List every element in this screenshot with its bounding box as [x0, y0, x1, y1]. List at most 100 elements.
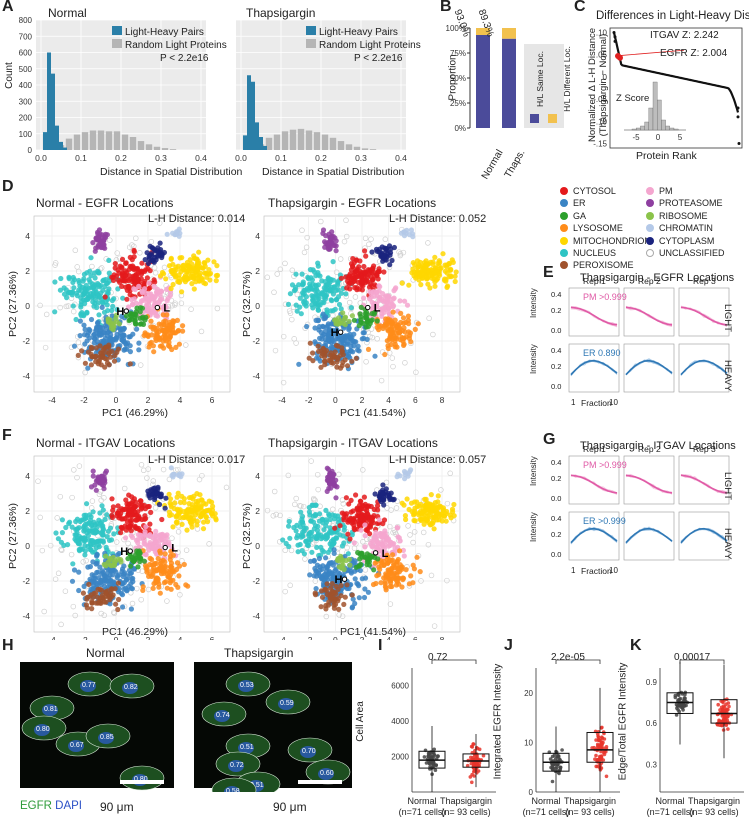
- box-point: [558, 758, 562, 762]
- point-cytosol: [115, 267, 121, 273]
- point-pm: [162, 533, 168, 539]
- x-tick-label: 8: [440, 395, 445, 405]
- panel-c-title: Differences in Light-Heavy Distance: [596, 10, 749, 22]
- point-pm: [164, 298, 170, 304]
- point-ga: [375, 556, 381, 562]
- point-cytosol: [143, 267, 149, 273]
- x-tick-label: 6: [210, 395, 215, 405]
- point-lysosome: [378, 580, 384, 586]
- point-unclassified: [41, 608, 47, 615]
- box-point: [554, 766, 558, 771]
- point-unclassified: [70, 603, 77, 610]
- point-mitochondrion: [403, 516, 409, 523]
- point-er: [117, 327, 124, 333]
- point-cytosol: [332, 525, 338, 531]
- bar-random: [113, 131, 121, 150]
- point-nucleus: [286, 523, 292, 529]
- point-mitochondrion: [412, 505, 418, 511]
- point-lysosome: [181, 561, 187, 568]
- point-mitochondrion: [452, 278, 458, 285]
- point-lysosome: [146, 344, 152, 350]
- point-lysosome: [150, 585, 156, 591]
- box-point: [604, 745, 609, 749]
- box-point: [432, 747, 436, 752]
- point-pm: [146, 547, 152, 553]
- point-ga: [357, 311, 363, 317]
- point-pm: [376, 517, 382, 523]
- pca-d1-title: Normal - EGFR Locations: [36, 196, 174, 210]
- pca-f1-ylabel: PC2 (27.36%): [6, 503, 19, 569]
- box-point: [595, 764, 600, 769]
- ytick-e: 0.0: [551, 326, 562, 335]
- point-mitochondrion: [446, 260, 452, 267]
- point-nucleus: [314, 544, 320, 550]
- point-unclassified: [362, 235, 369, 242]
- legend-text: PEROXISOME: [573, 260, 634, 271]
- point-unclassified: [198, 328, 205, 335]
- x-tick-label: 2: [146, 395, 151, 405]
- point-unclassified: [299, 227, 305, 234]
- point-er: [97, 324, 103, 330]
- point-proteasome: [324, 465, 330, 471]
- point-er: [77, 318, 83, 324]
- ylabel-g: Intensity: [529, 512, 538, 542]
- box-point: [465, 763, 470, 768]
- panel-label-k: K: [630, 637, 642, 654]
- cell-value: 0.82: [124, 684, 138, 691]
- point-unclassified: [156, 220, 163, 226]
- point-unclassified: [196, 476, 203, 483]
- point-er: [350, 338, 356, 344]
- cell-value: 0.53: [240, 682, 254, 689]
- ytick-e: 0.4: [551, 290, 562, 299]
- panel-a-legend-1: Light-Heavy Pairs Random Light Proteins …: [112, 26, 227, 65]
- pca-f2-title: Thapsigargin - ITGAV Locations: [268, 436, 438, 450]
- point-lysosome: [148, 318, 154, 324]
- annotation-itgav: ITGAV Z: 2.242: [650, 30, 719, 41]
- point-er: [76, 587, 82, 594]
- point-unclassified: [144, 475, 150, 481]
- point-cytoplasm: [158, 491, 164, 497]
- point-unclassified: [161, 264, 168, 271]
- point-nucleus: [58, 275, 64, 282]
- rep-label-e: Rep 3: [693, 276, 716, 286]
- point-lysosome: [388, 565, 395, 572]
- point-nucleus: [106, 257, 112, 263]
- box-point: [599, 754, 603, 759]
- legend-item-cytoplasm: CYTOPLASM: [646, 236, 714, 246]
- point-er: [352, 576, 358, 582]
- point-pm: [145, 297, 151, 303]
- point-mitochondrion: [428, 492, 434, 498]
- point-unclassified: [150, 478, 157, 484]
- point-peroxisome: [320, 345, 326, 351]
- panel-label-i: I: [378, 637, 383, 654]
- point-cytoplasm: [155, 486, 161, 492]
- point-er: [307, 558, 314, 564]
- point-unclassified: [121, 485, 128, 492]
- point-mitochondrion: [440, 251, 446, 257]
- point-unclassified: [292, 501, 298, 508]
- point-nucleus: [280, 537, 286, 543]
- point-lysosome: [151, 349, 157, 355]
- point-nucleus: [100, 538, 106, 544]
- point-unclassified: [69, 494, 75, 501]
- point-er: [357, 567, 363, 574]
- point-mitochondrion: [423, 507, 429, 513]
- nucleus: [224, 786, 240, 792]
- point-unclassified: [114, 250, 120, 256]
- point-unclassified: [137, 362, 144, 368]
- point-er: [101, 330, 107, 336]
- xtick-g: 1: [571, 566, 576, 575]
- point-peroxisome: [340, 359, 346, 365]
- point-ga: [364, 312, 370, 318]
- point-lysosome: [156, 584, 162, 590]
- y-tick-label: .10: [596, 28, 608, 37]
- point-peroxisome: [100, 595, 106, 601]
- y-tick-label: 800: [19, 16, 33, 25]
- point-mitochondrion: [200, 526, 207, 532]
- cell-value: 0.51: [240, 744, 254, 751]
- nucleus: [122, 682, 138, 694]
- point-mitochondrion: [211, 259, 217, 265]
- point-unclassified: [315, 486, 321, 493]
